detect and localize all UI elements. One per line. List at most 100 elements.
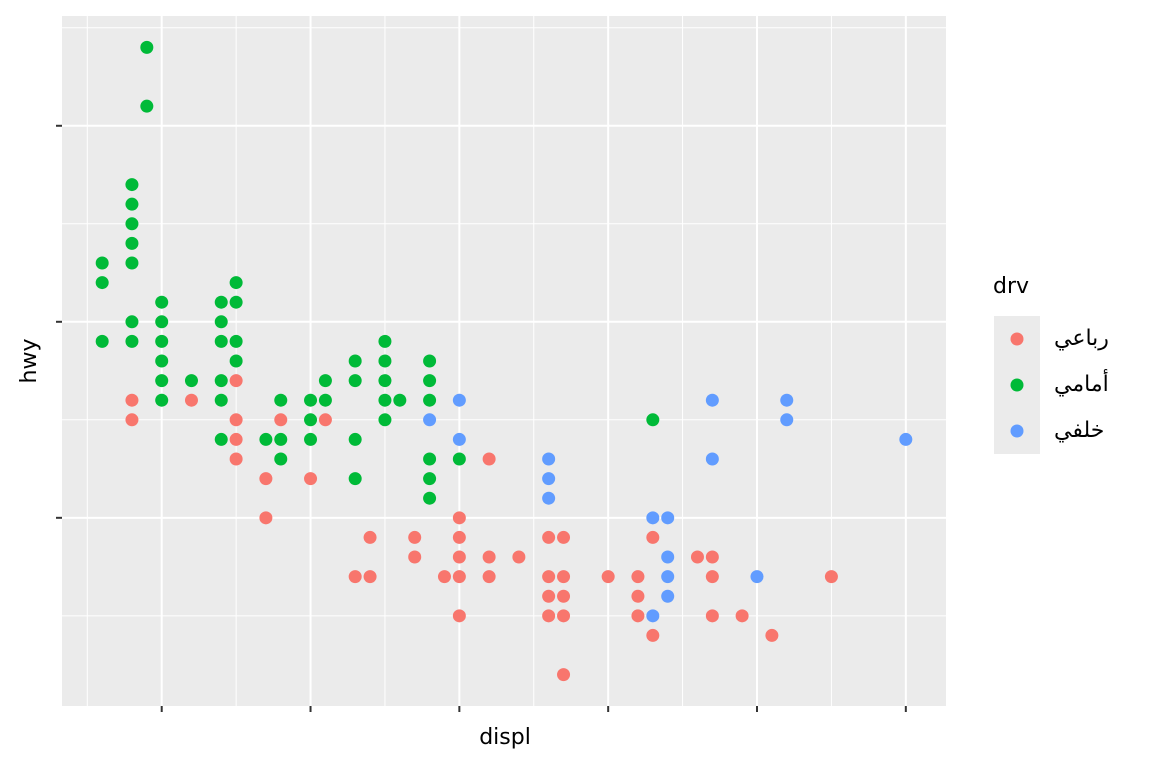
point	[690, 550, 704, 564]
point	[274, 413, 288, 427]
point	[646, 530, 660, 544]
point	[259, 511, 273, 525]
point	[452, 511, 466, 525]
point	[378, 413, 392, 427]
point	[824, 570, 838, 584]
point	[229, 432, 243, 446]
point	[274, 393, 288, 407]
point	[661, 570, 675, 584]
point	[140, 99, 154, 113]
point	[318, 393, 332, 407]
point	[423, 452, 437, 466]
point	[229, 413, 243, 427]
point	[542, 530, 556, 544]
point	[542, 570, 556, 584]
point	[423, 491, 437, 505]
x-axis-label: displ	[479, 725, 531, 750]
point	[542, 589, 556, 603]
point	[512, 550, 526, 564]
point	[304, 432, 318, 446]
point	[408, 550, 422, 564]
point	[229, 276, 243, 290]
point	[423, 354, 437, 368]
point	[125, 236, 139, 250]
point	[348, 354, 362, 368]
point	[378, 334, 392, 348]
point	[661, 589, 675, 603]
point	[705, 550, 719, 564]
point	[557, 589, 571, 603]
point	[557, 570, 571, 584]
point	[631, 609, 645, 623]
point	[646, 413, 660, 427]
point	[452, 530, 466, 544]
point	[542, 491, 556, 505]
point	[899, 432, 913, 446]
point	[705, 570, 719, 584]
point	[363, 530, 377, 544]
point	[95, 276, 109, 290]
point	[705, 609, 719, 623]
point	[348, 472, 362, 486]
point	[125, 334, 139, 348]
point	[318, 413, 332, 427]
point	[452, 550, 466, 564]
point	[378, 393, 392, 407]
point	[423, 374, 437, 388]
point	[363, 570, 377, 584]
legend-label: أمامي	[1054, 369, 1109, 397]
point	[378, 354, 392, 368]
legend-label: خلفي	[1054, 418, 1104, 443]
point	[423, 472, 437, 486]
point	[557, 609, 571, 623]
point	[259, 472, 273, 486]
point	[750, 570, 764, 584]
point	[646, 628, 660, 642]
point	[452, 452, 466, 466]
point	[646, 609, 660, 623]
point	[125, 197, 139, 211]
point	[646, 511, 660, 525]
point	[318, 374, 332, 388]
point	[482, 570, 496, 584]
point	[631, 589, 645, 603]
point	[125, 256, 139, 270]
point	[259, 432, 273, 446]
point	[304, 472, 318, 486]
point	[661, 550, 675, 564]
point	[125, 178, 139, 192]
point	[452, 393, 466, 407]
point	[705, 393, 719, 407]
point	[125, 393, 139, 407]
point	[482, 452, 496, 466]
point	[482, 550, 496, 564]
point	[378, 374, 392, 388]
point	[304, 393, 318, 407]
point	[601, 570, 615, 584]
point	[274, 452, 288, 466]
point	[184, 374, 198, 388]
point	[542, 452, 556, 466]
point	[765, 628, 779, 642]
point	[229, 295, 243, 309]
legend-key	[1010, 378, 1024, 392]
point	[155, 374, 169, 388]
point	[780, 393, 794, 407]
point	[780, 413, 794, 427]
point	[155, 295, 169, 309]
point	[735, 609, 749, 623]
point	[661, 511, 675, 525]
point	[140, 40, 154, 54]
point	[423, 393, 437, 407]
point	[125, 217, 139, 231]
point	[214, 374, 228, 388]
point	[557, 668, 571, 682]
point	[125, 413, 139, 427]
point	[125, 315, 139, 329]
point	[542, 609, 556, 623]
point	[452, 432, 466, 446]
point	[214, 315, 228, 329]
point	[348, 374, 362, 388]
point	[229, 354, 243, 368]
